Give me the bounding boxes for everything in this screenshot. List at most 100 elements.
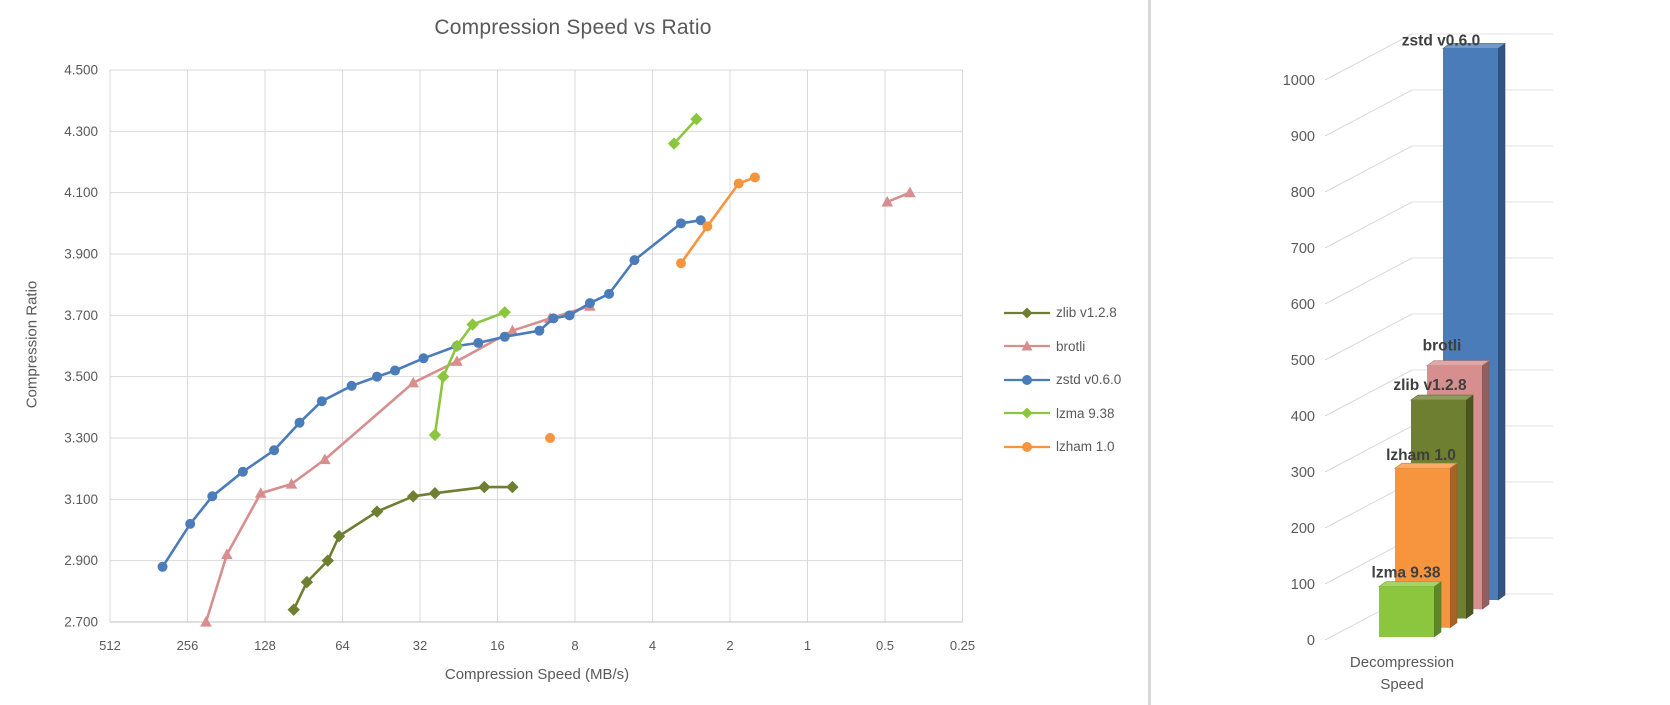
series-line <box>672 117 698 145</box>
data-point-marker <box>157 561 168 572</box>
y-tick-label: 3.300 <box>64 431 98 446</box>
data-point-marker <box>428 428 442 442</box>
data-point-marker <box>675 218 686 229</box>
data-point-marker <box>506 480 519 494</box>
bar-side-face <box>1497 42 1506 601</box>
data-point-marker <box>733 178 744 189</box>
data-point-marker <box>300 575 314 589</box>
data-point-marker <box>390 365 401 376</box>
data-point-marker <box>332 529 346 543</box>
data-point-marker <box>185 518 196 529</box>
data-point-marker <box>200 616 212 627</box>
series-line <box>292 485 514 612</box>
y-tick-label: 4.100 <box>64 185 98 200</box>
x-tick-label: 256 <box>177 638 199 653</box>
bar-series-label: lzma 9.38 <box>1372 565 1441 582</box>
data-point-marker <box>407 490 420 503</box>
legend-item-lzham-1.0: lzham 1.0 <box>1003 430 1121 464</box>
data-point-marker <box>370 505 384 518</box>
x-tick-label: 2 <box>726 638 733 653</box>
data-point-marker <box>478 480 491 494</box>
legend-item-zstd-v0.6.0: zstd v0.6.0 <box>1003 363 1121 397</box>
data-point-marker <box>506 324 519 336</box>
x-tick-label: 0.25 <box>950 638 975 653</box>
bar-y-tick-label: 200 <box>1291 521 1315 537</box>
bar-top-face <box>1410 394 1474 401</box>
bar-y-tick-label: 100 <box>1291 577 1315 593</box>
legend-label: lzham 1.0 <box>1056 439 1115 455</box>
bar-y-tick-label: 800 <box>1291 185 1315 201</box>
data-point-marker <box>690 112 703 126</box>
data-point-marker <box>346 380 357 391</box>
series-line <box>204 304 592 624</box>
bar-series-label: zstd v0.6.0 <box>1402 32 1480 49</box>
data-point-marker <box>428 487 442 500</box>
data-point-marker <box>584 298 595 309</box>
x-tick-label: 8 <box>571 638 578 653</box>
legend-item-brotli: brotli <box>1003 330 1121 364</box>
y-tick-label: 4.500 <box>64 63 98 78</box>
data-point-marker <box>254 487 267 498</box>
chart-legend: zlib v1.2.8 brotli zstd v0.6.0 lzma 9.38 lzh… <box>1003 296 1121 464</box>
x-tick-label: 512 <box>99 638 121 653</box>
bar-lzma-9.38 <box>1378 581 1442 638</box>
data-point-marker <box>548 313 559 324</box>
legend-item-lzma-9.38: lzma 9.38 <box>1003 397 1121 431</box>
bar-chart-plot-area: 0 100 200 300 400 500 600 700 800 900 1000 zstd v0.… <box>1283 32 1553 649</box>
data-point-marker <box>675 258 686 269</box>
data-point-marker <box>702 221 713 232</box>
data-point-marker <box>285 478 298 489</box>
series-zstd-v0.6.0 <box>157 215 706 572</box>
y-tick-label: 3.700 <box>64 308 98 323</box>
data-point-marker <box>564 310 575 321</box>
y-tick-label: 4.300 <box>64 124 98 139</box>
data-point-marker <box>407 376 420 388</box>
scatter-plot-area: 512 256 128 64 32 16 8 4 2 1 0.5 0.25 4.500 4.300 4.10… <box>64 63 975 654</box>
x-tick-label: 32 <box>413 638 427 653</box>
data-point-marker <box>545 433 556 443</box>
data-point-marker <box>749 172 760 183</box>
y-tick-label: 2.900 <box>64 553 98 568</box>
x-tick-label: 16 <box>490 638 504 653</box>
legend-item-zlib-v1.2.8: zlib v1.2.8 <box>1003 296 1121 330</box>
legend-label: zlib v1.2.8 <box>1056 305 1117 321</box>
data-point-marker <box>418 353 429 364</box>
data-point-marker <box>473 337 484 348</box>
data-point-marker <box>466 318 479 331</box>
data-point-marker <box>904 186 916 198</box>
x-tick-label: 1 <box>804 638 811 653</box>
data-point-marker <box>629 255 640 266</box>
bar-y-tick-label: 500 <box>1291 353 1315 369</box>
series-line <box>679 176 757 265</box>
data-point-marker <box>321 554 334 567</box>
legend-label: brotli <box>1056 338 1086 354</box>
data-point-marker <box>294 417 305 428</box>
bar-y-tick-label: 300 <box>1291 465 1315 481</box>
data-point-marker <box>498 306 511 319</box>
series-lzma-9.38 <box>428 112 703 442</box>
scatter-x-axis-title: Compression Speed (MB/s) <box>444 666 630 683</box>
series-line <box>161 219 703 569</box>
data-point-marker <box>318 453 331 465</box>
data-point-marker <box>450 339 464 353</box>
bar-y-tick-label: 700 <box>1291 241 1315 257</box>
data-point-marker <box>451 355 463 366</box>
bar-series-label: lzham 1.0 <box>1386 447 1456 464</box>
y-tick-label: 3.900 <box>64 247 98 262</box>
bar-side-face <box>1433 581 1442 638</box>
bar-side-face <box>1449 462 1458 629</box>
data-point-marker <box>604 288 615 299</box>
legend-label: zstd v0.6.0 <box>1056 372 1122 388</box>
data-point-marker <box>695 215 706 226</box>
legend-marker-circle <box>1004 441 1050 452</box>
y-tick-label: 3.100 <box>64 492 98 507</box>
legend-marker-diamond <box>1004 407 1050 419</box>
x-tick-label: 128 <box>254 638 276 653</box>
x-tick-label: 64 <box>335 638 349 653</box>
data-point-marker <box>499 331 510 342</box>
scatter-chart-title: Compression Speed vs Ratio <box>434 16 712 39</box>
bar-front-face <box>1379 586 1434 637</box>
legend-marker-circle <box>1004 374 1050 385</box>
bar-top-face <box>1426 360 1490 366</box>
